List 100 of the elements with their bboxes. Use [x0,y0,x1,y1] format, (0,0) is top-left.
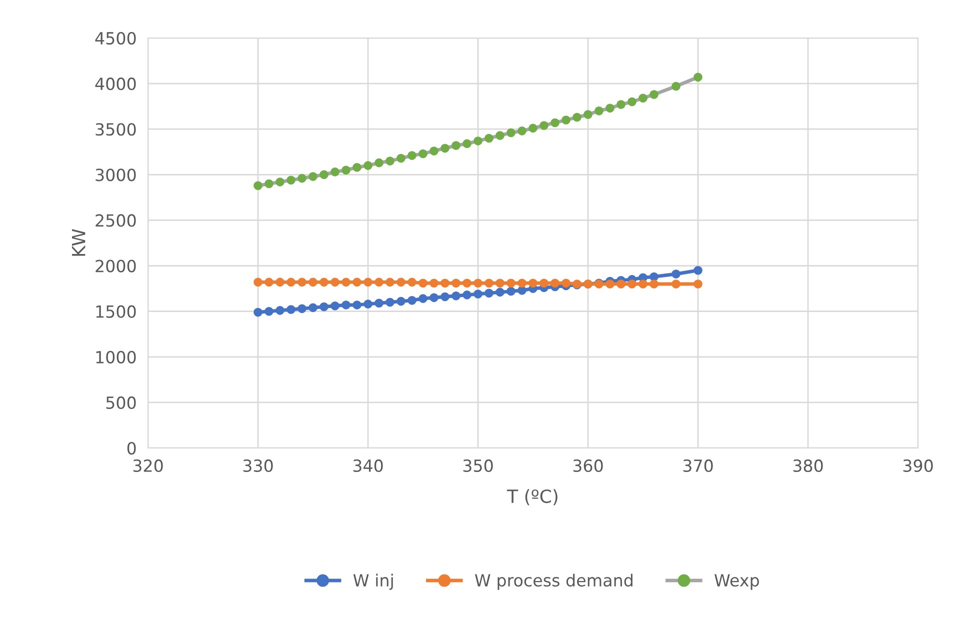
point [286,176,296,185]
point [616,280,626,288]
x-axis-title: T (ºC) [506,489,558,506]
point [484,288,494,298]
point [386,298,394,307]
point [452,291,460,300]
point [540,278,548,288]
point [254,308,262,317]
point [408,296,416,305]
y-tick-label: 3000 [96,168,136,182]
point [430,278,438,288]
point [462,290,472,300]
point [298,304,306,313]
point [638,280,648,288]
point [496,131,504,140]
y-axis-title: KW [72,229,86,256]
y-tick-label: 1500 [96,305,136,318]
point [374,158,384,168]
x-tick-label: 380 [793,459,823,472]
point [320,170,328,180]
point [518,278,526,288]
x-tick-label: 390 [903,459,933,472]
point [254,181,262,190]
point [562,278,570,288]
point [342,166,350,175]
point [694,266,702,275]
point [638,94,648,103]
point [364,300,372,308]
point [308,172,318,181]
y-tick-label: 3500 [96,123,136,136]
legend-label: W process demand [474,574,632,590]
legend-label: W inj [353,574,393,590]
x-tick-label: 340 [353,459,383,472]
point [320,302,328,312]
point [694,280,702,288]
point [298,278,306,287]
point [528,124,538,133]
point [276,278,284,287]
point [396,296,406,306]
y-tick-label: 500 [106,396,136,410]
point [650,272,658,282]
point [506,128,516,138]
point [594,106,604,116]
point [440,292,450,302]
point [364,161,372,170]
point [276,178,284,186]
point [528,278,538,288]
point [408,278,416,287]
point [364,278,372,287]
point [616,100,626,109]
x-tick-label: 370 [683,459,713,472]
point [330,168,340,176]
point [386,278,394,287]
y-tick-label: 2500 [96,214,136,227]
x-tick-label: 360 [573,459,603,472]
point [352,162,362,172]
point [584,110,592,119]
point [462,278,472,288]
point [440,278,450,288]
point [374,298,384,308]
point [320,278,328,287]
point [484,278,494,288]
point [550,118,560,128]
point [474,278,482,288]
point [418,294,428,303]
point [650,280,658,288]
x-tick-label: 350 [463,459,493,472]
point [396,278,406,287]
point [484,134,494,143]
legend-label: Wexp [714,574,759,590]
point [374,278,384,287]
point [462,139,472,148]
point [298,174,306,183]
point [430,146,438,156]
x-tick-label: 330 [243,459,273,472]
point [276,306,284,315]
point [562,116,570,124]
point [650,90,658,99]
point [628,280,636,288]
point [418,149,428,158]
point [418,278,428,288]
point [518,126,526,136]
point [474,136,482,146]
point [550,278,560,288]
point [474,290,482,298]
point [452,141,460,150]
point [264,179,274,188]
point [396,154,406,163]
y-tick-label: 4000 [95,78,136,90]
point [452,278,460,288]
y-tick-label: 2000 [96,260,136,272]
point [606,280,614,288]
point [308,303,318,312]
point [330,278,340,287]
point [352,300,362,310]
point [342,300,350,310]
point [264,278,274,287]
point [540,121,548,130]
point [672,280,680,288]
point [286,278,296,287]
